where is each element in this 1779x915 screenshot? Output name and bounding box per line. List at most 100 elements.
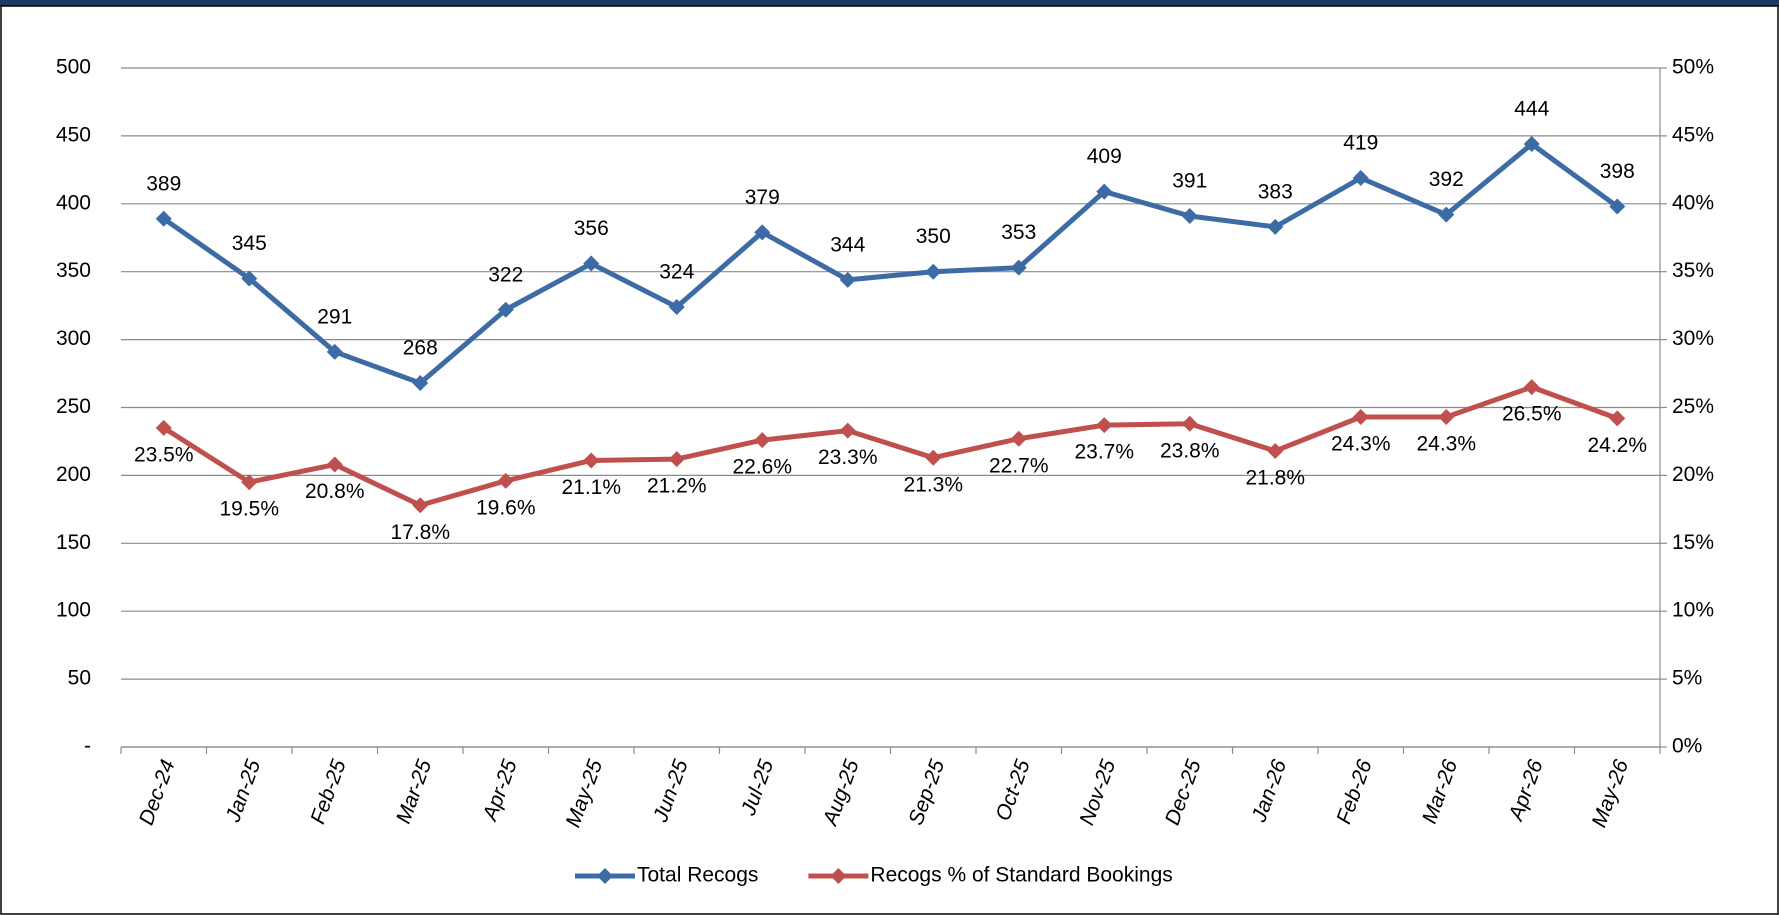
point-marker	[839, 271, 856, 288]
point-marker	[1010, 259, 1027, 276]
data-label: 353	[1001, 221, 1036, 244]
point-marker	[1609, 198, 1626, 215]
data-label: 344	[830, 233, 865, 256]
point-marker	[1609, 410, 1626, 427]
y-tick-label: 250	[56, 395, 91, 418]
y-tick-label: 200	[56, 463, 91, 486]
y2-tick-label: 25%	[1672, 395, 1714, 418]
point-marker	[412, 375, 429, 392]
data-label: 22.6%	[732, 456, 792, 479]
point-marker	[1010, 430, 1027, 447]
legend-label: Total Recogs	[637, 864, 758, 887]
point-marker	[583, 452, 600, 469]
point-marker	[497, 472, 514, 489]
y-tick-label: 100	[56, 599, 91, 622]
point-marker	[754, 432, 771, 449]
data-label: 322	[488, 263, 523, 286]
point-marker	[1523, 379, 1540, 396]
x-tick-label: Mar-26	[1418, 756, 1462, 826]
point-marker	[668, 451, 685, 468]
data-label: 389	[146, 172, 181, 195]
point-marker	[1523, 136, 1540, 153]
series-line	[162, 141, 1619, 386]
data-label: 21.2%	[647, 475, 707, 498]
legend-label: Recogs % of Standard Bookings	[870, 864, 1172, 887]
point-marker	[1352, 169, 1369, 186]
point-marker	[497, 301, 514, 318]
data-label: 268	[403, 337, 438, 360]
data-label: 391	[1172, 170, 1207, 193]
data-label: 24.2%	[1587, 434, 1647, 457]
data-label: 21.1%	[561, 476, 621, 499]
data-label: 21.8%	[1245, 467, 1305, 490]
point-marker	[155, 419, 172, 436]
data-label: 20.8%	[305, 480, 365, 503]
point-marker	[754, 224, 771, 241]
y-tick-label: 350	[56, 259, 91, 282]
data-label: 24.3%	[1416, 433, 1476, 456]
y-tick-label: 300	[56, 327, 91, 350]
point-marker	[412, 497, 429, 514]
x-tick-label: Apr-25	[478, 756, 522, 825]
x-tick-label: May-25	[562, 756, 608, 830]
x-tick-label: Jun-25	[649, 756, 693, 825]
point-marker	[1096, 417, 1113, 434]
x-tick-label: Dec-25	[1161, 756, 1206, 828]
data-label: 23.7%	[1074, 441, 1134, 464]
y-tick-label: 450	[56, 123, 91, 146]
data-label: 21.3%	[903, 473, 963, 496]
point-marker	[326, 343, 343, 360]
point-marker	[1438, 409, 1455, 426]
y2-tick-label: 45%	[1672, 123, 1714, 146]
point-marker	[1352, 409, 1369, 426]
data-label: 17.8%	[390, 521, 450, 544]
y2-tick-label: 20%	[1672, 463, 1714, 486]
y-tick-label: 150	[56, 531, 91, 554]
x-tick-label: Aug-25	[818, 756, 864, 830]
chart-border	[0, 5, 1779, 915]
x-tick-label: Sep-25	[904, 756, 949, 828]
point-marker	[241, 474, 258, 491]
point-marker	[1181, 208, 1198, 225]
point-marker	[583, 255, 600, 272]
x-tick-label: Dec-24	[135, 757, 180, 828]
point-marker	[1438, 206, 1455, 223]
data-label: 356	[574, 217, 609, 240]
point-marker	[155, 210, 172, 227]
data-label: 392	[1429, 168, 1464, 191]
data-label: 24.3%	[1331, 433, 1391, 456]
data-label: 291	[317, 305, 352, 328]
x-tick-label: Nov-25	[1075, 756, 1120, 828]
point-marker	[1267, 442, 1284, 459]
y2-tick-label: 0%	[1672, 735, 1702, 758]
point-marker	[925, 449, 942, 466]
x-tick-label: Jul-25	[737, 756, 779, 819]
data-label: 379	[745, 186, 780, 209]
data-label: 23.8%	[1160, 439, 1220, 462]
x-tick-label: Jan-26	[1247, 756, 1291, 825]
x-tick-label: May-26	[1588, 756, 1634, 830]
y2-tick-label: 50%	[1672, 56, 1714, 79]
x-tick-label: Mar-25	[392, 756, 436, 826]
data-label: 19.5%	[219, 498, 279, 521]
y-tick-label: -	[84, 735, 91, 758]
point-marker	[925, 263, 942, 280]
y2-tick-label: 10%	[1672, 599, 1714, 622]
y-tick-label: 50	[68, 667, 91, 690]
data-label: 350	[916, 225, 951, 248]
y2-tick-label: 5%	[1672, 667, 1702, 690]
y2-tick-label: 35%	[1672, 259, 1714, 282]
point-marker	[839, 422, 856, 439]
data-label: 22.7%	[989, 454, 1049, 477]
data-label: 345	[232, 232, 267, 255]
legend-marker	[597, 868, 613, 884]
point-marker	[1181, 415, 1198, 432]
data-label: 444	[1514, 98, 1549, 121]
point-marker	[1096, 183, 1113, 200]
x-tick-label: Oct-25	[991, 756, 1034, 823]
data-label: 26.5%	[1502, 403, 1562, 426]
point-marker	[241, 270, 258, 287]
point-marker	[326, 456, 343, 473]
